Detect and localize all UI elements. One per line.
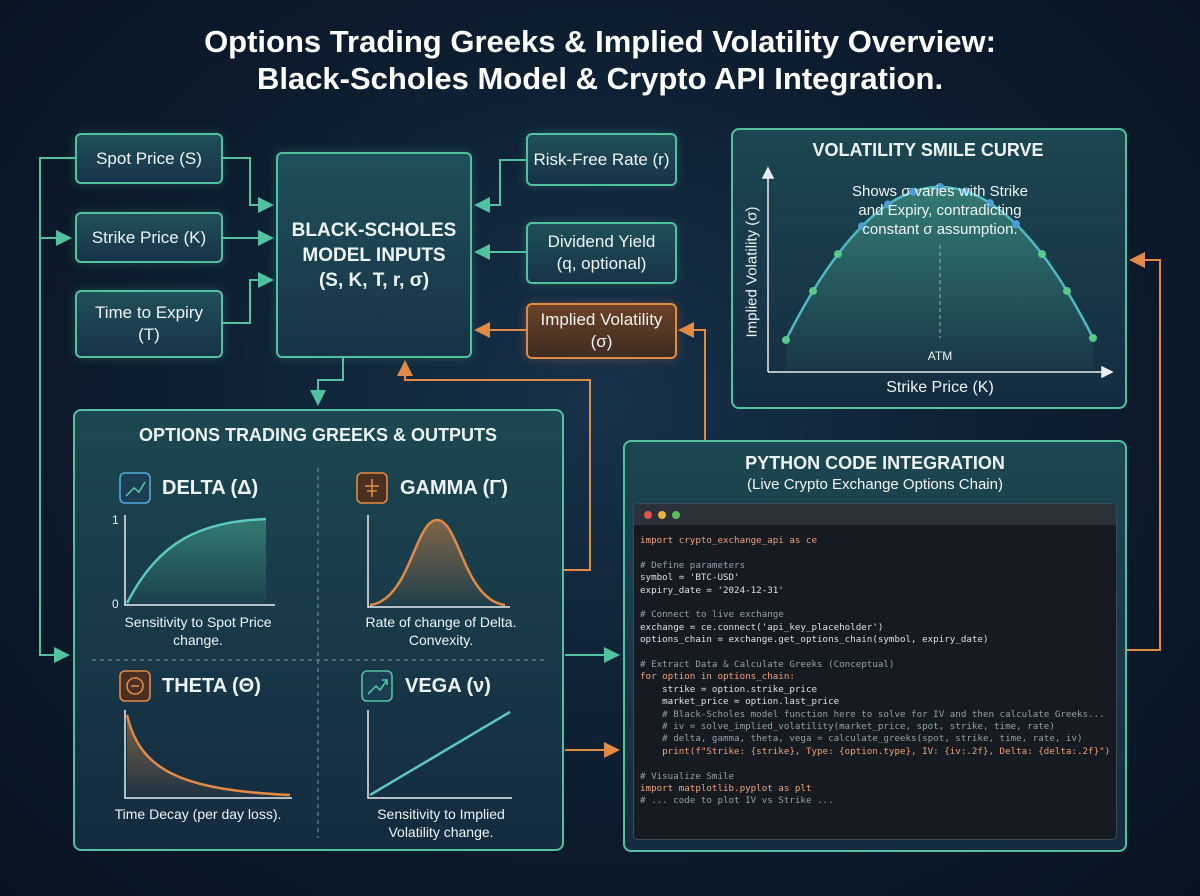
smile-point — [809, 287, 817, 296]
code-line: # Visualize Smile — [640, 770, 735, 782]
box-line: (σ) — [590, 332, 613, 351]
box: Implied Volatility (σ) — [526, 303, 677, 359]
code-line: # Connect to live exchange — [640, 609, 784, 621]
atm-label: ATM — [927, 349, 953, 363]
box: Time to Expiry (T) — [75, 290, 223, 358]
axis-label: 0 — [112, 597, 119, 611]
theta-area — [127, 715, 290, 797]
box-line: Risk-Free Rate (r) — [533, 149, 670, 169]
smile-point — [858, 222, 866, 231]
dot — [658, 511, 666, 519]
code-window — [633, 503, 1117, 840]
title-line: Options Trading Greeks & Implied Volatil… — [204, 24, 996, 59]
code-line: strike = option.strike_price — [640, 683, 818, 695]
greek-name: VEGA (ν) — [405, 675, 491, 697]
smile-point — [936, 183, 944, 191]
vega-line — [369, 710, 511, 797]
code-line: import matplotlib.pyplot as plt — [640, 783, 812, 794]
greek-caption: Volatility change. — [388, 824, 494, 840]
code-line: # iv = solve_implied_volatility(market_p… — [640, 721, 1055, 732]
code-line: import crypto_exchange_api as ce — [640, 535, 818, 546]
code-line: exchange = ce.connect('api_key_placehold… — [640, 621, 884, 633]
smile-point — [1089, 333, 1097, 342]
greek-name: GAMMA (Γ) — [400, 477, 508, 499]
window-bar — [634, 504, 1116, 525]
connectors — [39, 157, 620, 663]
greek-caption: Convexity. — [408, 632, 474, 648]
box-line: BLACK-SCHOLES — [291, 219, 457, 241]
theta-curve — [125, 714, 291, 797]
code-line: # Extract Data & Calculate Greeks (Conce… — [640, 659, 895, 670]
box-line: (q, optional) — [556, 254, 647, 273]
box: Risk-Free Rate (r) — [526, 133, 677, 186]
greek-caption: change. — [173, 632, 223, 648]
gamma-curve — [369, 518, 506, 607]
box-line: Time to Expiry — [94, 303, 203, 322]
greek-caption: Time Decay (per day loss). — [114, 806, 282, 822]
smile-x-label: Strike Price (K) — [886, 379, 994, 396]
smile-note: and Expiry, contradicting — [858, 202, 1022, 219]
quadrant-dividers — [92, 468, 548, 838]
code-line: market_price = option.last_price — [640, 696, 840, 708]
code-line: expiry_date = '2024-12-31' — [640, 584, 784, 596]
smile-point — [962, 187, 970, 196]
greek-caption: Rate of change of Delta. — [365, 614, 517, 630]
greek-caption: Sensitivity to Spot Price — [124, 614, 272, 630]
delta-area — [127, 519, 266, 603]
smile-point — [909, 187, 917, 196]
greek-name: DELTA (Δ) — [162, 477, 259, 499]
smile-area — [786, 187, 1093, 370]
code-line: for option in options_chain: — [640, 671, 795, 683]
connectors-orange — [397, 252, 1161, 758]
box-line: Strike Price (K) — [91, 227, 207, 247]
box-line: (T) — [138, 325, 160, 344]
box: Dividend Yield (q, optional) — [526, 222, 677, 284]
smile-y-label: Implied Volatility (σ) — [743, 206, 761, 338]
code-line: # delta, gamma, theta, vega = calculate_… — [640, 733, 1083, 745]
smile-curve — [782, 183, 1097, 370]
smile-point — [782, 335, 790, 344]
greeks-title: OPTIONS TRADING GREEKS & OUTPUTS — [138, 425, 498, 445]
smile-axes — [761, 166, 1114, 379]
dot — [672, 511, 680, 519]
python-title: PYTHON CODE INTEGRATION — [745, 453, 1005, 473]
greek-name: THETA (Θ) — [162, 675, 261, 697]
smile-point — [1063, 287, 1071, 296]
code-line: # Define parameters — [640, 559, 746, 571]
code-line: # ... code to plot IV vs Strike ... — [640, 795, 834, 807]
code-line: # Black-Scholes model function here to s… — [640, 708, 1105, 720]
box-line: MODEL INPUTS — [302, 244, 446, 266]
greek-caption: Sensitivity to Implied — [377, 806, 505, 822]
smile-point — [1038, 250, 1046, 259]
code-line: symbol = 'BTC-USD' — [640, 572, 740, 584]
box: Spot Price (S) — [75, 133, 223, 184]
delta-curve — [125, 517, 267, 604]
python-subtitle: (Live Crypto Exchange Options Chain) — [747, 476, 1003, 493]
smile-point — [884, 200, 892, 209]
code-line: options_chain = exchange.get_options_cha… — [640, 634, 989, 646]
box-line: (S, K, T, r, σ) — [318, 269, 430, 291]
box-line: Dividend Yield — [547, 232, 656, 251]
smile-point — [1012, 220, 1020, 229]
box-line: Spot Price (S) — [96, 148, 202, 168]
axis-label: 1 — [112, 513, 119, 527]
smile-note: constant σ assumption. — [862, 221, 1018, 238]
smile-point — [834, 250, 842, 259]
box-line: Implied Volatility — [540, 310, 663, 329]
title-line: Black-Scholes Model & Crypto API Integra… — [256, 61, 944, 96]
code-line: print(f"Strike: {strike}, Type: {option.… — [640, 745, 1111, 757]
box: BLACK-SCHOLES MODEL INPUTS (S, K, T, r, σ) — [276, 152, 472, 358]
mini-axes — [124, 515, 512, 799]
smile-note: Shows σ varies with Strike — [852, 183, 1028, 200]
smile-title: VOLATILITY SMILE CURVE — [812, 140, 1044, 160]
icons — [119, 472, 393, 702]
dot — [644, 511, 652, 519]
smile-point — [986, 199, 994, 208]
gamma-area — [370, 520, 505, 605]
box: Strike Price (K) — [75, 212, 223, 263]
